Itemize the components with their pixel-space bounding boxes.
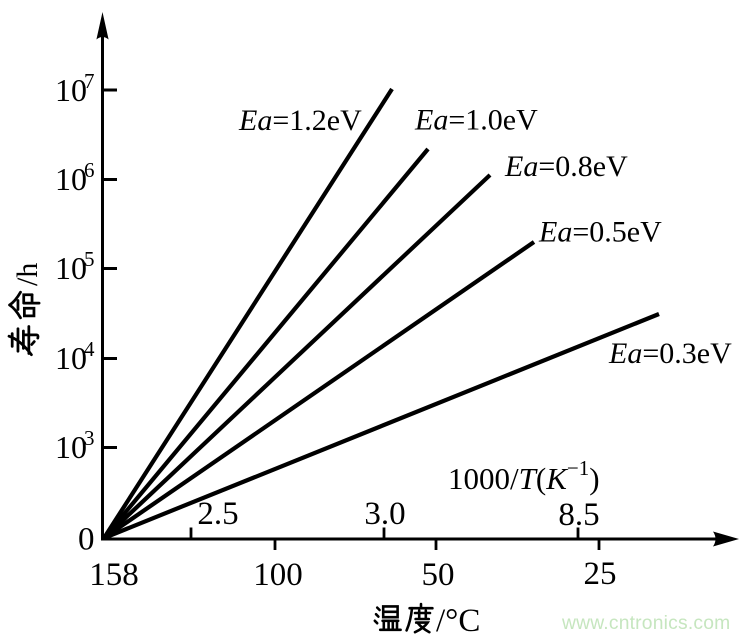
- svg-text:10: 10: [55, 250, 87, 286]
- svg-text:6: 6: [84, 158, 95, 182]
- svg-text:10: 10: [55, 72, 87, 108]
- svg-text:100: 100: [253, 557, 303, 593]
- svg-text:Ea=1.0eV: Ea=1.0eV: [414, 104, 538, 137]
- svg-text:Ea=0.5eV: Ea=0.5eV: [538, 216, 662, 249]
- svg-text:158: 158: [89, 557, 139, 593]
- svg-text:10: 10: [55, 429, 87, 465]
- svg-text:Ea=1.2eV: Ea=1.2eV: [238, 104, 362, 137]
- svg-text:/h: /h: [11, 263, 44, 286]
- svg-text:25: 25: [584, 556, 617, 592]
- svg-text:3: 3: [84, 426, 95, 450]
- svg-text:7: 7: [84, 69, 95, 93]
- svg-text:Ea=0.3eV: Ea=0.3eV: [608, 337, 732, 370]
- svg-text:10: 10: [55, 161, 87, 197]
- svg-text:1000/T(K−1): 1000/T(K−1): [448, 456, 600, 496]
- svg-text:www.cntronics.com: www.cntronics.com: [561, 613, 730, 634]
- svg-text:5: 5: [84, 247, 95, 271]
- svg-text:0: 0: [78, 522, 95, 558]
- svg-text:2.5: 2.5: [197, 496, 238, 532]
- svg-text:50: 50: [422, 557, 455, 593]
- svg-text:10: 10: [55, 340, 87, 376]
- svg-text:4: 4: [84, 337, 95, 361]
- svg-text:3.0: 3.0: [364, 496, 405, 532]
- svg-text:/°C: /°C: [436, 603, 480, 639]
- svg-text:Ea=0.8eV: Ea=0.8eV: [504, 150, 628, 183]
- svg-text:8.5: 8.5: [558, 497, 599, 533]
